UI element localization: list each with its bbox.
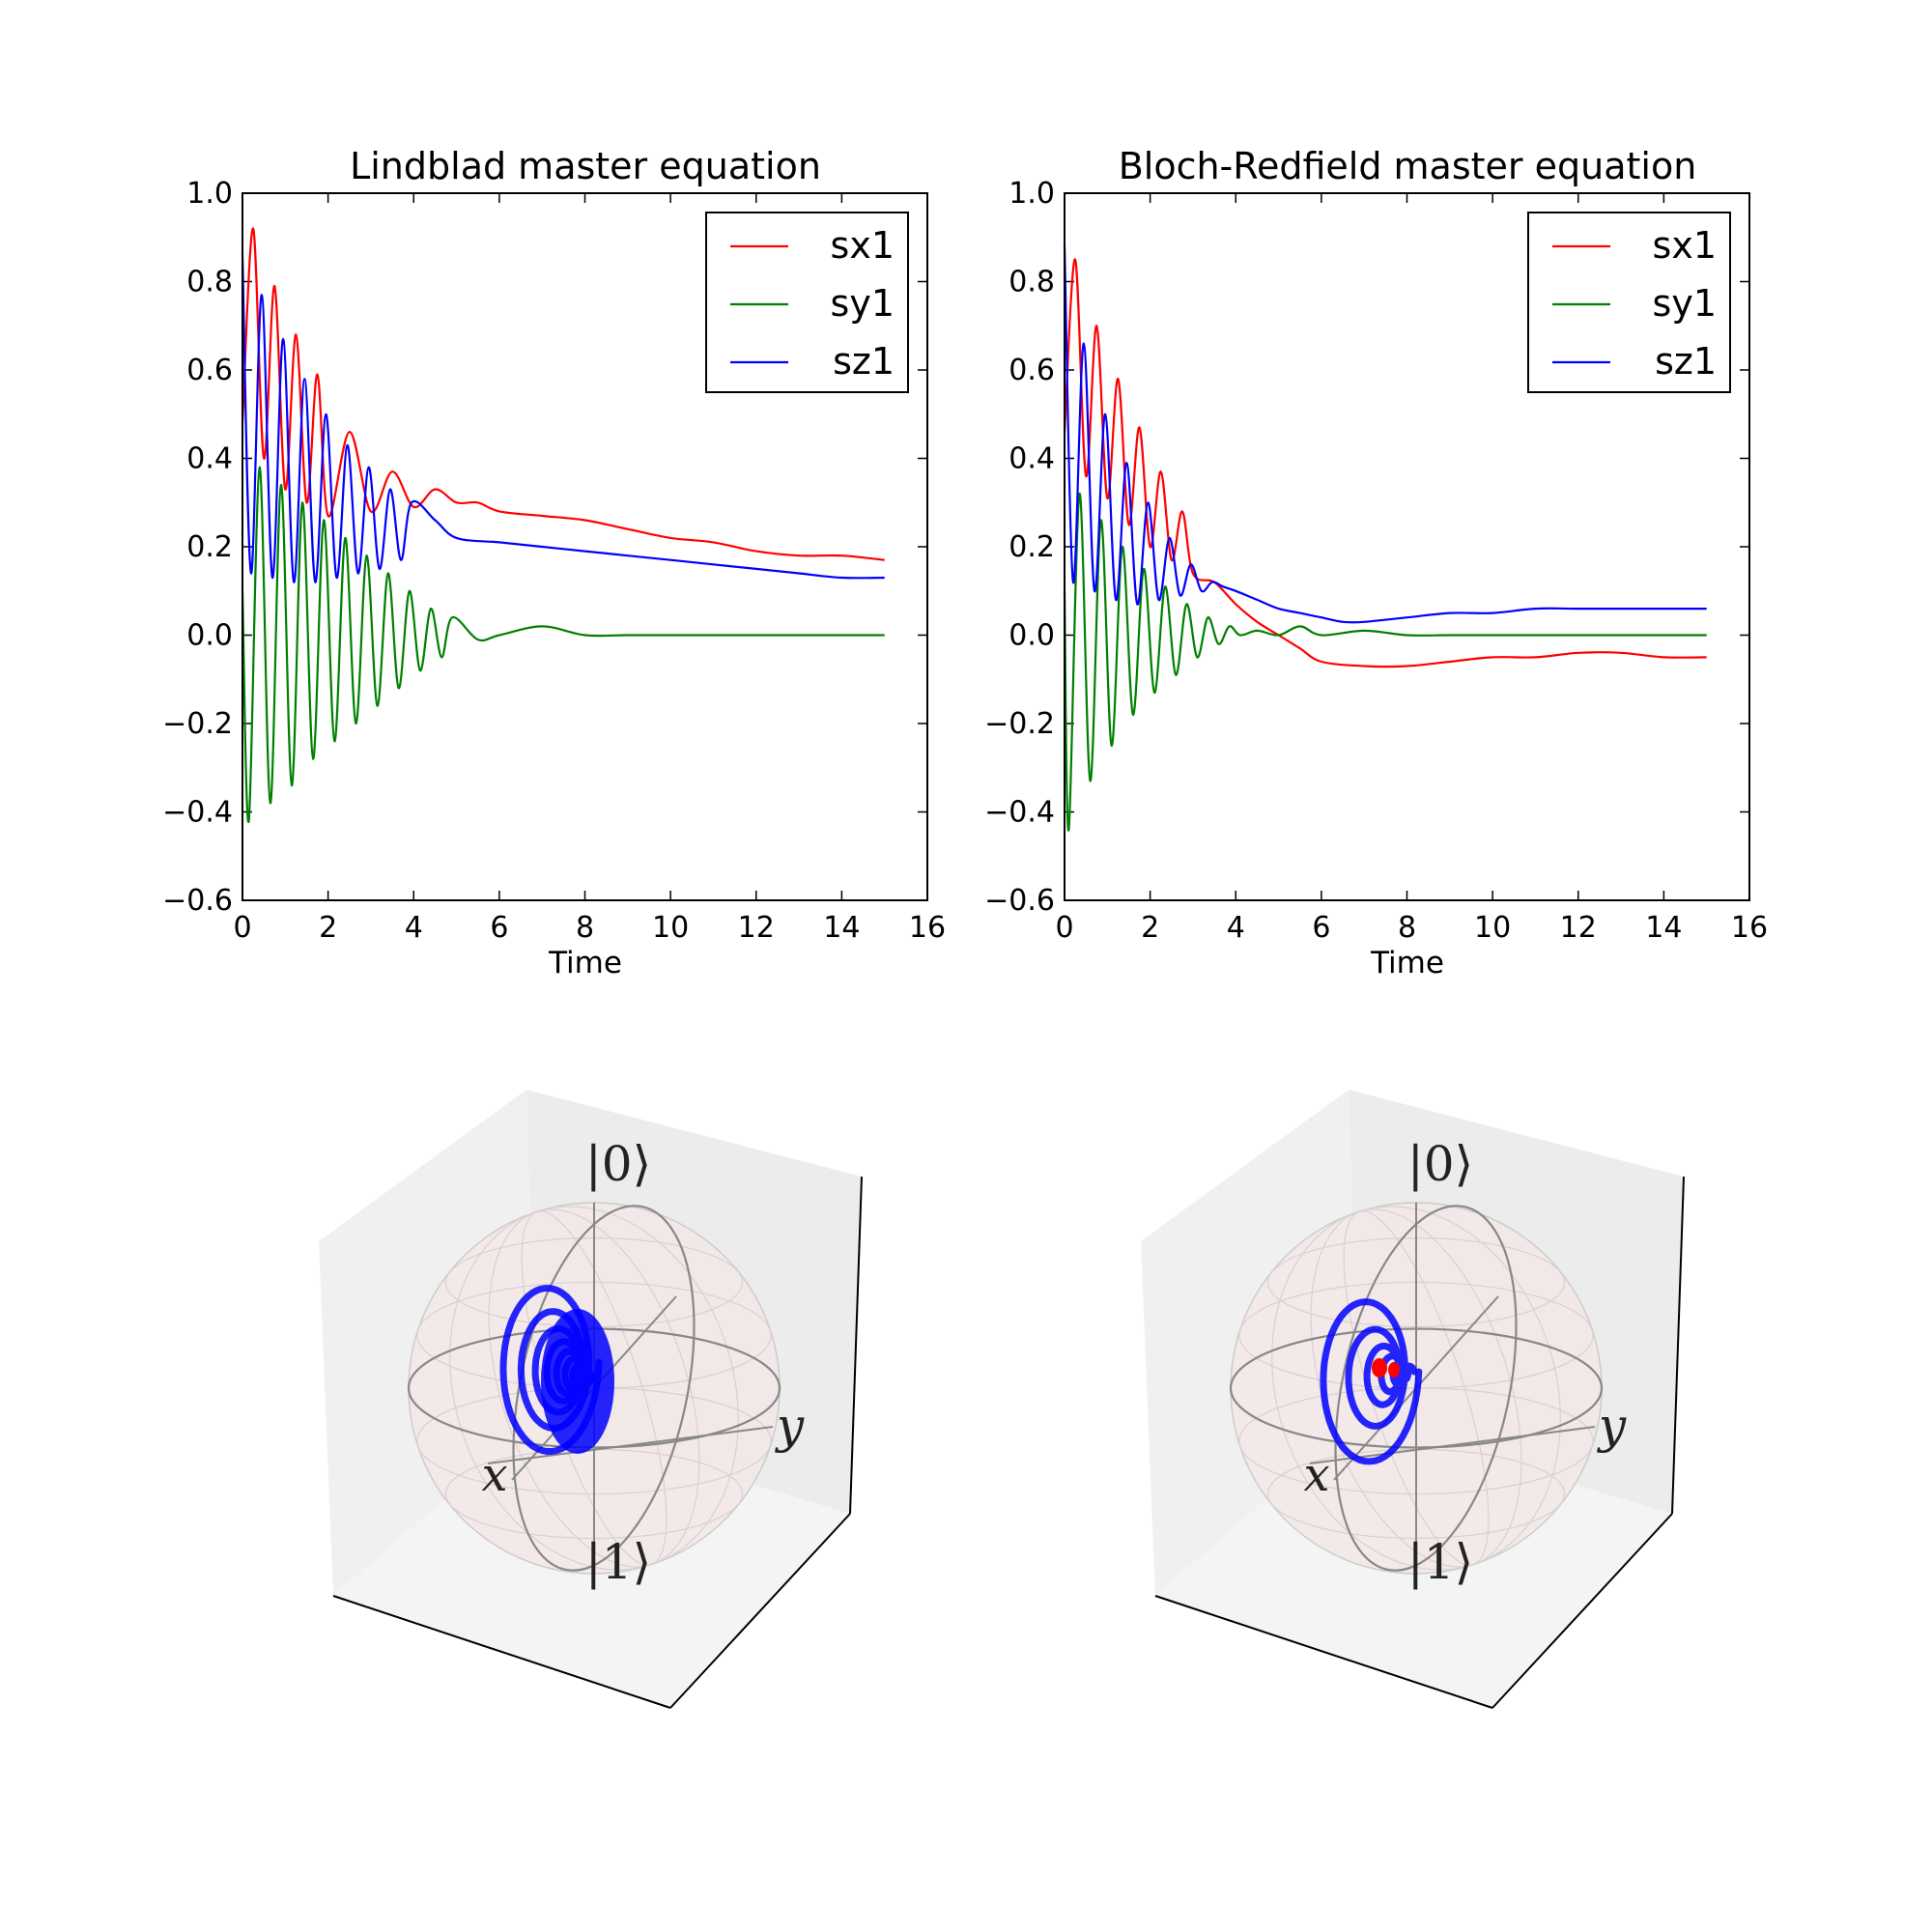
x-tick-label: 6 xyxy=(1312,911,1330,945)
south-pole-label: |1⟩ xyxy=(1407,1534,1473,1590)
y-tick-label: 0.0 xyxy=(186,619,233,653)
legend-label: sy1 xyxy=(1653,282,1717,325)
y-tick-label: 0.6 xyxy=(186,354,233,387)
legend: sx1 sy1 sz1 xyxy=(1527,212,1731,393)
lindblad-chart: Lindblad master equation Time 0 2 4 6 8 10 12 1… xyxy=(162,145,946,980)
pane-edge xyxy=(669,1513,851,1709)
y-tick-label: 0.4 xyxy=(186,442,233,476)
y-tick-label: −0.2 xyxy=(984,707,1055,741)
x-tick-label: 10 xyxy=(1474,911,1511,945)
y-tick-label: −0.4 xyxy=(984,796,1055,830)
bloch-sphere-lindblad: |0⟩ |1⟩ x y xyxy=(319,1090,863,1709)
y-tick-label: 0.8 xyxy=(186,266,233,299)
x-tick-label: 14 xyxy=(823,911,860,945)
y-tick-label: 0.4 xyxy=(1009,442,1055,476)
y-tick-label: 0.2 xyxy=(186,530,233,564)
north-pole-label: |0⟩ xyxy=(1407,1136,1473,1192)
x-tick-label: 16 xyxy=(909,911,946,945)
legend-label: sz1 xyxy=(1655,340,1717,383)
x-tick-label: 14 xyxy=(1645,911,1682,945)
y-tick-label: −0.6 xyxy=(984,884,1055,918)
x-tick-label: 4 xyxy=(1227,911,1245,945)
state-trajectory xyxy=(499,1285,614,1455)
final-state-marker xyxy=(1388,1362,1400,1378)
y-tick-label: −0.4 xyxy=(162,796,233,830)
y-tick-label: 0.0 xyxy=(1009,619,1055,653)
pane-edge xyxy=(1492,1513,1673,1709)
pane-edge xyxy=(849,1176,863,1515)
x-tick-label: 4 xyxy=(405,911,423,945)
x-tick-label: 6 xyxy=(490,911,508,945)
x-tick-label: 12 xyxy=(738,911,775,945)
x-axis-label: Time xyxy=(1370,946,1444,980)
plot-frame xyxy=(242,192,928,901)
x-tick-label: 12 xyxy=(1560,911,1597,945)
north-pole-label: |0⟩ xyxy=(585,1136,651,1192)
series-line-sz1 xyxy=(1063,245,1707,624)
y-axis-label: y xyxy=(775,1398,805,1454)
x-tick-label: 8 xyxy=(576,911,594,945)
pane-edge xyxy=(1671,1176,1685,1515)
y-tick-label: 1.0 xyxy=(1009,177,1055,211)
tick-group: 0 2 4 6 8 10 12 14 16 −0.6 −0.4 −0.2 0.0 0.2 0.4 0.6 0.8… xyxy=(162,177,946,945)
y-axis-label: y xyxy=(1597,1398,1627,1454)
pane-edge xyxy=(332,1595,671,1709)
y-tick-label: 1.0 xyxy=(186,177,233,211)
series-line-sy1 xyxy=(1063,492,1707,832)
x-tick-label: 10 xyxy=(652,911,689,945)
x-axis-label: Time xyxy=(548,946,622,980)
final-state-marker xyxy=(1372,1358,1387,1378)
x-tick-label: 0 xyxy=(233,911,251,945)
y-axis-line xyxy=(487,1426,774,1464)
series-layer xyxy=(1063,245,1707,832)
south-pole-label: |1⟩ xyxy=(585,1534,651,1590)
x-axis-label: x xyxy=(1303,1448,1329,1502)
series-line-sx1 xyxy=(1063,258,1707,668)
series-line-sx1 xyxy=(241,227,885,561)
series-line-sy1 xyxy=(241,466,885,824)
main-meridian xyxy=(1334,1205,1518,1572)
chart-title: Lindblad master equation xyxy=(350,145,821,187)
trajectory-path xyxy=(1320,1298,1423,1465)
pane-edge xyxy=(1154,1595,1493,1709)
x-tick-label: 2 xyxy=(1141,911,1159,945)
trajectory-core xyxy=(541,1309,614,1454)
legend-label: sx1 xyxy=(831,224,895,267)
y-tick-label: 0.2 xyxy=(1009,530,1055,564)
legend-label: sy1 xyxy=(831,282,895,325)
x-tick-label: 0 xyxy=(1055,911,1073,945)
x-tick-label: 16 xyxy=(1731,911,1768,945)
x-tick-label: 8 xyxy=(1398,911,1416,945)
bloch-redfield-chart: Bloch-Redfield master equation Time 0 2 4 6… xyxy=(984,145,1768,980)
y-tick-label: 0.6 xyxy=(1009,354,1055,387)
meridian xyxy=(449,1206,739,1571)
legend: sx1 sy1 sz1 xyxy=(705,212,909,393)
chart-title: Bloch-Redfield master equation xyxy=(1119,145,1697,187)
y-tick-label: −0.6 xyxy=(162,884,233,918)
bloch-sphere-bloch-redfield: |0⟩ |1⟩ x y xyxy=(1141,1090,1685,1709)
legend-box xyxy=(705,212,909,393)
legend-label: sx1 xyxy=(1653,224,1717,267)
state-trajectory xyxy=(1320,1298,1423,1465)
series-line-sz1 xyxy=(241,255,885,583)
legend-label: sz1 xyxy=(833,340,895,383)
x-tick-label: 2 xyxy=(319,911,337,945)
meridian xyxy=(1271,1206,1561,1571)
series-layer xyxy=(241,227,885,824)
y-tick-label: 0.8 xyxy=(1009,266,1055,299)
y-tick-label: −0.2 xyxy=(162,707,233,741)
tick-group: 0 2 4 6 8 10 12 14 16 −0.6 −0.4 −0.2 0.0 0.2 0.4 0.6 0.8… xyxy=(984,177,1768,945)
x-axis-label: x xyxy=(481,1448,507,1502)
plot-frame xyxy=(1064,192,1750,901)
